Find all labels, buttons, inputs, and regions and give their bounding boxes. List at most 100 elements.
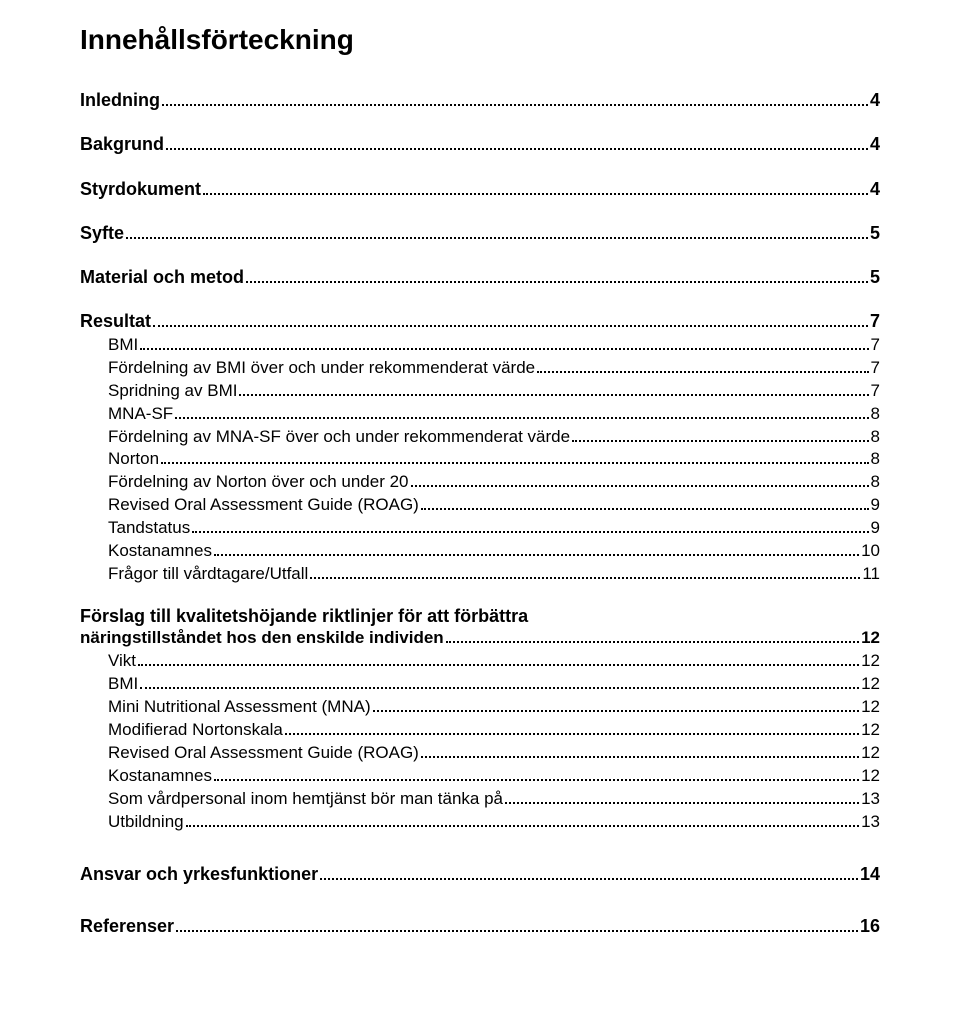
toc-entry: Resultat7 <box>80 309 880 333</box>
toc-entry-page: 7 <box>870 309 880 333</box>
page-title: Innehållsförteckning <box>80 24 880 56</box>
toc-leader-dots <box>285 721 859 735</box>
toc-entry-label: Referenser <box>80 914 174 938</box>
toc-entry-page: 9 <box>871 517 880 540</box>
toc-entry-label: MNA-SF <box>108 403 173 426</box>
toc-entry: Modifierad Nortonskala 12 <box>80 719 880 742</box>
toc-entry-label: Revised Oral Assessment Guide (ROAG) <box>108 494 419 517</box>
toc-leader-dots <box>310 565 860 579</box>
toc-entry-page: 4 <box>870 132 880 156</box>
toc-entry: Referenser 16 <box>80 914 880 938</box>
toc-entry-label: Kostanamnes <box>108 765 212 788</box>
toc-entry-page: 7 <box>871 357 880 380</box>
toc-entry-label: Utbildning <box>108 811 184 834</box>
toc-entry-label: Som vårdpersonal inom hemtjänst bör man … <box>108 788 503 811</box>
toc-entry: Kostanamnes10 <box>80 540 880 563</box>
toc-leader-dots <box>246 269 868 284</box>
toc-entry: Revised Oral Assessment Guide (ROAG) 9 <box>80 494 880 517</box>
toc-entry-page: 7 <box>871 334 880 357</box>
toc-leader-dots <box>320 865 858 880</box>
toc-entry-page: 7 <box>871 380 880 403</box>
toc-entry: Revised Oral Assessment Guide (ROAG) 12 <box>80 742 880 765</box>
toc-entry-label: Material och metod <box>80 265 244 289</box>
toc-entry-label: näringstillståndet hos den enskilde indi… <box>80 627 444 650</box>
toc-entry: Vikt 12 <box>80 650 880 673</box>
toc-entry-label: Fördelning av BMI över och under rekomme… <box>108 357 535 380</box>
toc-leader-dots <box>572 428 868 442</box>
toc-entry-page: 13 <box>861 788 880 811</box>
toc-entry: Syfte 5 <box>80 221 880 245</box>
toc-entry-page: 4 <box>870 88 880 112</box>
toc-entry: Kostanamnes 12 <box>80 765 880 788</box>
toc-entry-page: 16 <box>860 914 880 938</box>
toc-entry-label: BMI <box>108 673 138 696</box>
toc-entry-page: 8 <box>871 471 880 494</box>
toc-entry: Ansvar och yrkesfunktioner 14 <box>80 862 880 886</box>
toc-entry-label: Inledning <box>80 88 160 112</box>
toc-entry-label: Frågor till vårdtagare/Utfall <box>108 563 308 586</box>
toc-entry: Som vårdpersonal inom hemtjänst bör man … <box>80 788 880 811</box>
toc-leader-dots <box>140 336 868 350</box>
toc-entry: MNA-SF 8 <box>80 403 880 426</box>
toc-entry-label: Ansvar och yrkesfunktioner <box>80 862 318 886</box>
toc-entry: Bakgrund 4 <box>80 132 880 156</box>
toc-entry: Material och metod 5 <box>80 265 880 289</box>
toc-leader-dots <box>162 91 868 106</box>
toc-leader-dots <box>192 519 868 533</box>
toc-entry: Utbildning 13 <box>80 811 880 834</box>
toc-entry-page: 12 <box>861 627 880 650</box>
toc-entry: Fördelning av Norton över och under 20 8 <box>80 471 880 494</box>
toc-entry-page: 4 <box>870 177 880 201</box>
table-of-contents: Inledning4Bakgrund4Styrdokument4Syfte5Ma… <box>80 88 880 938</box>
toc-entry: Inledning 4 <box>80 88 880 112</box>
toc-entry-page: 12 <box>861 765 880 788</box>
toc-entry-label: Förslag till kvalitetshöjande riktlinjer… <box>80 606 880 627</box>
toc-entry: Spridning av BMI7 <box>80 380 880 403</box>
toc-entry-page: 8 <box>871 426 880 449</box>
toc-entry-page: 5 <box>870 265 880 289</box>
toc-entry-page: 12 <box>861 719 880 742</box>
toc-leader-dots <box>161 451 869 465</box>
toc-leader-dots <box>126 224 868 239</box>
toc-entry: Fördelning av MNA-SF över och under reko… <box>80 426 880 449</box>
toc-entry-label: Modifierad Nortonskala <box>108 719 283 742</box>
toc-entry: BMI 12 <box>80 673 880 696</box>
toc-leader-dots <box>176 917 858 932</box>
toc-entry-label: Norton <box>108 448 159 471</box>
toc-entry-page: 14 <box>860 862 880 886</box>
toc-entry-page: 13 <box>861 811 880 834</box>
toc-entry-page: 12 <box>861 742 880 765</box>
toc-entry-label: Fördelning av MNA-SF över och under reko… <box>108 426 570 449</box>
toc-leader-dots <box>446 629 859 643</box>
toc-leader-dots <box>175 405 868 419</box>
toc-entry: Fördelning av BMI över och under rekomme… <box>80 357 880 380</box>
toc-entry-label: Fördelning av Norton över och under 20 <box>108 471 409 494</box>
toc-entry: Förslag till kvalitetshöjande riktlinjer… <box>80 606 880 650</box>
toc-entry-page: 8 <box>871 448 880 471</box>
toc-leader-dots <box>186 813 859 827</box>
toc-entry-label: Mini Nutritional Assessment (MNA) <box>108 696 371 719</box>
toc-entry-label: Syfte <box>80 221 124 245</box>
toc-entry-page: 12 <box>861 673 880 696</box>
toc-entry-page: 9 <box>871 494 880 517</box>
toc-entry-page: 12 <box>861 696 880 719</box>
toc-leader-dots <box>421 496 869 510</box>
toc-leader-dots <box>203 180 868 195</box>
toc-leader-dots <box>166 136 868 151</box>
toc-entry-label: Revised Oral Assessment Guide (ROAG) <box>108 742 419 765</box>
toc-leader-dots <box>214 767 859 781</box>
toc-entry-label: Bakgrund <box>80 132 164 156</box>
toc-entry: BMI7 <box>80 334 880 357</box>
toc-entry-label: Tandstatus <box>108 517 190 540</box>
toc-entry: Tandstatus 9 <box>80 517 880 540</box>
toc-leader-dots <box>138 652 859 666</box>
toc-leader-dots <box>537 359 868 373</box>
toc-leader-dots <box>153 313 868 328</box>
toc-entry-page: 8 <box>871 403 880 426</box>
toc-entry: Norton 8 <box>80 448 880 471</box>
toc-leader-dots <box>239 382 868 396</box>
toc-entry-page: 12 <box>861 650 880 673</box>
toc-entry-page: 5 <box>870 221 880 245</box>
toc-entry-label: Vikt <box>108 650 136 673</box>
toc-entry: Styrdokument4 <box>80 177 880 201</box>
